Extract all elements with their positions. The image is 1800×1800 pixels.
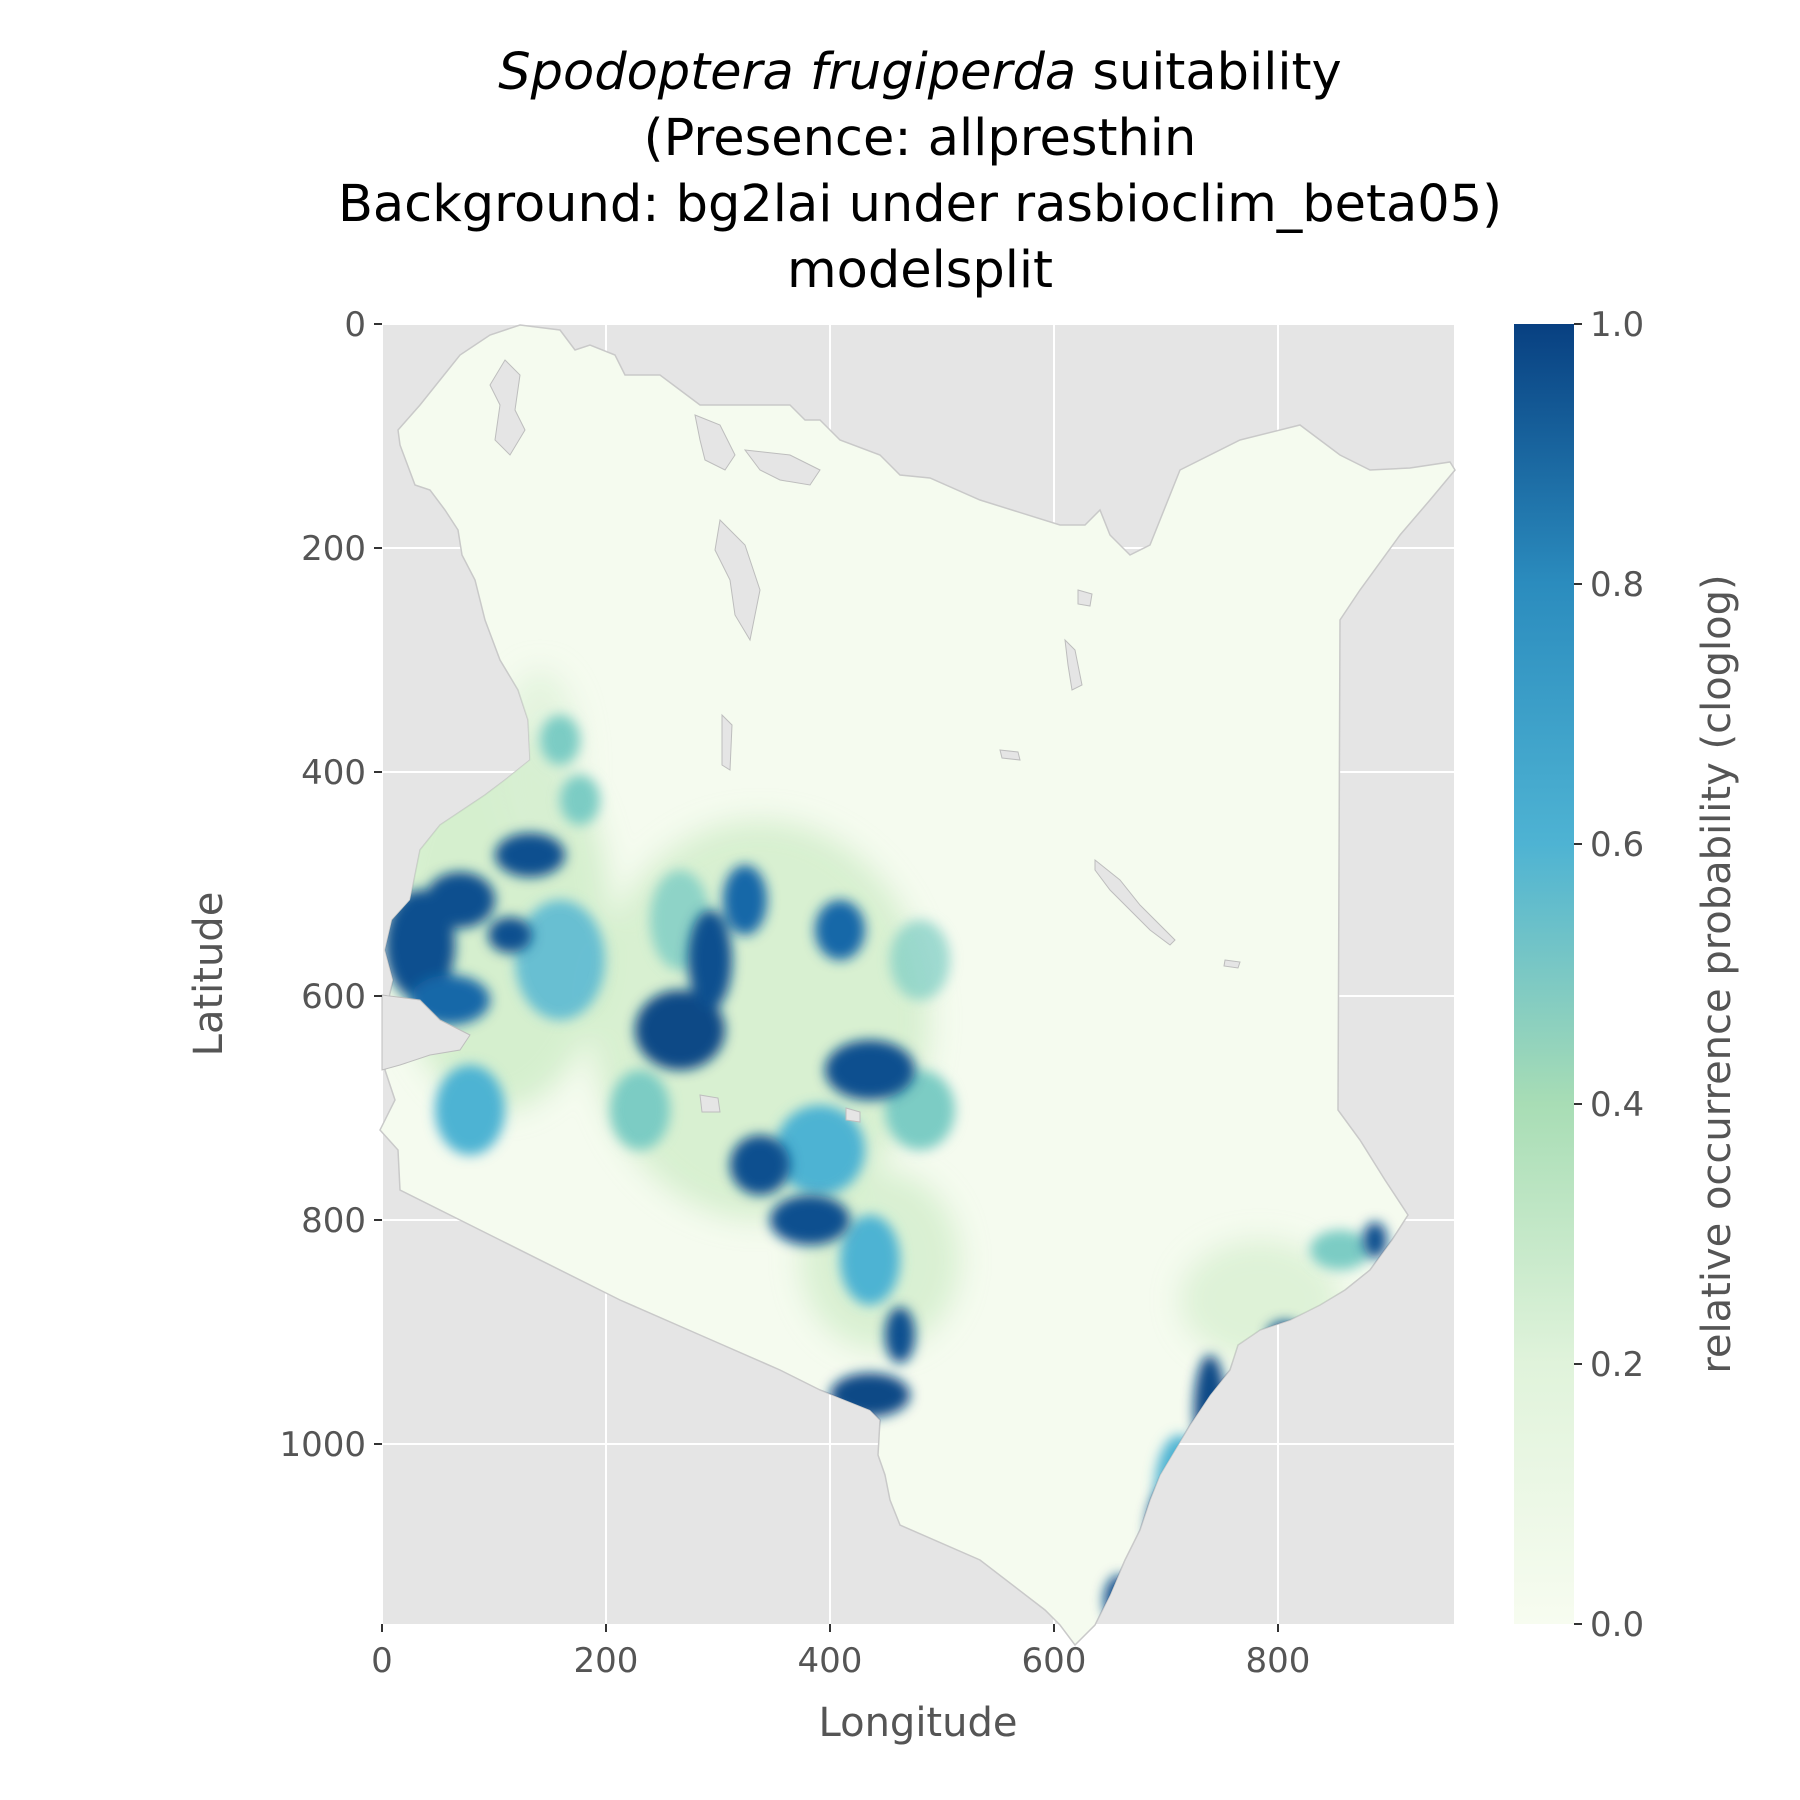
title-line-2: (Presence: allpresthin [643, 109, 1197, 168]
north-spot-1 [1077, 589, 1093, 607]
x-tick-label: 600 [1022, 1641, 1087, 1681]
high-rift-1 [635, 990, 725, 1070]
mid-north-2 [560, 775, 600, 825]
title-line-4: modelsplit [786, 241, 1054, 300]
colorbar-tick-label: 0.6 [1590, 825, 1644, 865]
colorbar-title: relative occurrence probability (cloglog… [1694, 574, 1740, 1373]
high-west-3 [495, 833, 565, 877]
water-bodies [381, 359, 1241, 1123]
north-spot-2 [1064, 638, 1083, 691]
y-tick-label: 600 [301, 977, 366, 1017]
y-tick-marks [374, 323, 382, 1445]
lake-victoria [381, 994, 471, 1071]
high-central-3 [815, 900, 865, 960]
colorbar-tick-label: 1.0 [1590, 305, 1644, 345]
x-tick-label: 400 [798, 1641, 863, 1681]
colorbar-tick-label: 0.0 [1590, 1605, 1644, 1645]
high-south-2 [885, 1307, 915, 1363]
chalbi-desert-patch [743, 449, 821, 486]
chart-title: Spodoptera frugiperda suitability (Prese… [0, 40, 1800, 304]
lake-baringo [721, 713, 733, 771]
species-name: Spodoptera frugiperda [498, 43, 1077, 102]
colorbar [1514, 324, 1574, 1624]
high-west-2 [425, 872, 495, 928]
central-spot [999, 749, 1021, 761]
colorbar-tick-label: 0.2 [1590, 1345, 1644, 1385]
mid-central-1 [610, 1070, 670, 1150]
high-rift-2 [688, 910, 732, 1010]
title-line-3: Background: bg2lai under rasbioclim_beta… [337, 175, 1503, 234]
high-rift-4 [730, 1135, 790, 1195]
title-line-1: Spodoptera frugiperda suitability [0, 40, 1800, 106]
east-spot [1223, 959, 1241, 969]
y-tick-label: 800 [301, 1201, 366, 1241]
mid-east-1 [890, 920, 950, 1000]
y-tick-label: 400 [301, 753, 366, 793]
north-dry-lake [694, 414, 736, 471]
x-tick-marks [381, 1624, 1279, 1632]
high-west-4 [488, 917, 532, 953]
high-central-1 [825, 1040, 915, 1100]
mid-west-2 [515, 900, 605, 1020]
high-coast-5 [1363, 1222, 1387, 1258]
y-tick-label: 1000 [279, 1425, 366, 1465]
mid-north-1 [540, 715, 580, 765]
high-rift-3 [723, 865, 767, 935]
y-tick-label: 0 [344, 305, 366, 345]
colorbar-tick-labels: 0.0 0.2 0.4 0.6 0.8 1.0 [1590, 305, 1644, 1645]
lake-naivasha [699, 1094, 721, 1113]
north-lake-strip [714, 518, 761, 642]
y-tick-labels: 0 200 400 600 800 1000 [279, 305, 366, 1465]
x-tick-label: 0 [371, 1641, 393, 1681]
x-axis-title: Longitude [819, 1700, 1018, 1746]
eastern-river [1094, 858, 1176, 946]
y-tick-label: 200 [301, 529, 366, 569]
high-central-2 [770, 1195, 850, 1245]
colorbar-tick-label: 0.4 [1590, 1085, 1644, 1125]
x-tick-label: 800 [1246, 1641, 1311, 1681]
colorbar-tick-marks [1574, 323, 1582, 1625]
mid-south-1 [840, 1215, 900, 1305]
x-tick-label: 200 [574, 1641, 639, 1681]
central-lake-small [845, 1107, 861, 1123]
title-suffix: suitability [1076, 43, 1342, 102]
colorbar-tick-label: 0.8 [1590, 565, 1644, 605]
mid-west-1 [435, 1065, 505, 1155]
mid-coast-2 [1310, 1230, 1370, 1270]
x-tick-labels: 0 200 400 600 800 [371, 1641, 1310, 1681]
mid-central-3 [775, 1105, 865, 1195]
lake-turkana [489, 359, 526, 456]
y-axis-title: Latitude [186, 892, 232, 1057]
mid-suitability [435, 715, 1370, 1545]
